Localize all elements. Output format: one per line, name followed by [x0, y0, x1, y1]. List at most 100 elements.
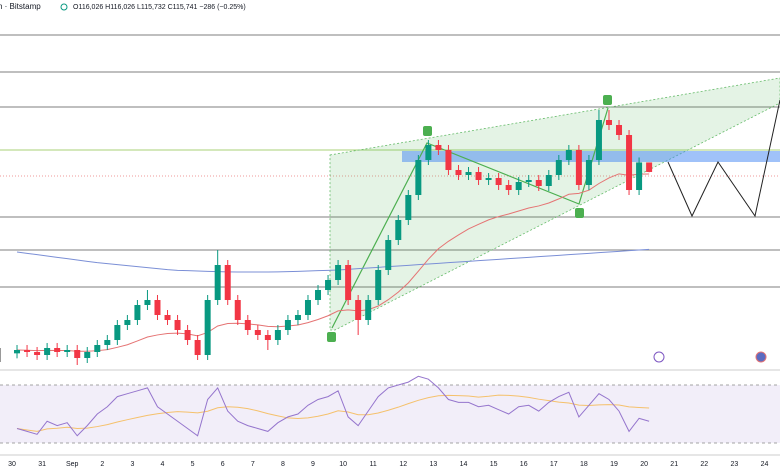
candle-body — [44, 348, 51, 355]
candle-body — [134, 305, 141, 320]
candle-body — [485, 178, 492, 180]
x-tick-label: 22 — [700, 461, 708, 468]
candle-body — [565, 150, 572, 160]
x-tick-label: 14 — [460, 461, 468, 468]
x-tick-label: 11 — [370, 461, 377, 468]
icons — [653, 351, 767, 363]
candle-body — [445, 150, 452, 170]
ema-line — [17, 173, 650, 352]
rsi-line — [16, 375, 650, 437]
candle-body — [54, 348, 61, 352]
candle-body — [315, 290, 322, 300]
candle-body — [415, 160, 422, 195]
candle-body — [174, 320, 181, 330]
wedge — [329, 77, 780, 331]
candle-body — [365, 300, 372, 320]
candle-body — [385, 240, 392, 270]
zone — [402, 151, 780, 162]
x-tick-label: 13 — [430, 461, 438, 468]
candle-body — [345, 265, 352, 300]
candle-body — [335, 265, 342, 280]
candle-body — [154, 300, 161, 315]
candle-body — [14, 350, 21, 354]
x-tick-label: Sep — [66, 461, 79, 468]
x-tick-label: 9 — [311, 461, 315, 468]
candle-body — [535, 180, 542, 186]
candle-body — [435, 145, 442, 150]
x-tick-label: 21 — [670, 461, 678, 468]
candle-body — [224, 265, 231, 300]
x-tick-label: 7 — [251, 461, 255, 468]
x-tick-label: 5 — [191, 461, 195, 468]
candle-body — [194, 340, 201, 355]
candle-body — [465, 172, 472, 175]
projection — [667, 99, 780, 218]
candle-body — [475, 172, 482, 180]
candle-body — [164, 315, 171, 320]
candle-body — [124, 320, 131, 325]
x-tick-label: 8 — [281, 461, 285, 468]
candle-body — [585, 160, 592, 185]
candle-body — [24, 350, 31, 352]
candle-body — [204, 300, 211, 355]
x-tick-label: 16 — [520, 461, 528, 468]
candle-body — [214, 265, 221, 300]
candle-body — [395, 220, 402, 240]
candle-body — [555, 160, 562, 175]
candle-body — [405, 195, 412, 220]
candle-body — [616, 125, 623, 135]
x-tick-label: 24 — [761, 461, 769, 468]
x-tick-label: 20 — [640, 461, 648, 468]
candle-body — [34, 352, 41, 355]
candle-body — [505, 185, 512, 190]
x-tick-label: 15 — [490, 461, 498, 468]
candle-body — [94, 345, 101, 352]
candle-body — [284, 320, 291, 330]
plot — [0, 110, 780, 444]
ohlc-readout: O116,026 H116,026 L115,732 C115,741 −286… — [73, 4, 246, 11]
candle-body — [455, 170, 462, 175]
candle-body — [184, 330, 191, 340]
x-tick-label: 17 — [550, 461, 558, 468]
candle-body — [244, 320, 251, 330]
candle-body — [325, 280, 332, 290]
candle-body — [304, 300, 311, 315]
abcd-pattern — [331, 107, 609, 329]
candle-body — [495, 178, 502, 185]
status-dot — [60, 3, 68, 11]
candle-body — [234, 300, 241, 320]
symbol: h · Bitstamp — [0, 2, 41, 11]
candle-body — [525, 180, 532, 182]
x-tick-label: 18 — [580, 461, 588, 468]
candle-body — [104, 340, 111, 345]
candle-body — [294, 315, 301, 320]
pattern-labels — [327, 95, 612, 342]
candle-body — [64, 350, 71, 352]
x-tick-label: 2 — [100, 461, 104, 468]
candle-body — [545, 175, 552, 186]
rsi-band — [0, 385, 780, 443]
candle-body — [425, 145, 432, 160]
candle-body — [84, 352, 91, 358]
candle-body — [114, 325, 121, 340]
candle-body — [274, 330, 281, 340]
candle-body — [636, 162, 643, 190]
candle-body — [595, 120, 602, 160]
x-tick-label: 23 — [731, 461, 739, 468]
candle-body — [626, 135, 633, 190]
rsi-ma-line — [16, 394, 650, 432]
candle-body — [646, 162, 653, 172]
x-tick-label: 31 — [38, 461, 46, 468]
x-tick-label: 6 — [221, 461, 225, 468]
x-tick-label: 10 — [339, 461, 347, 468]
candle-body — [254, 330, 261, 335]
candle-body — [605, 120, 612, 125]
candle-body — [355, 300, 362, 320]
candle-body — [375, 270, 382, 300]
candle-body — [515, 182, 522, 190]
x-tick-label: 3 — [130, 461, 134, 468]
x-tick-label: 4 — [161, 461, 165, 468]
x-tick-label: 12 — [399, 461, 407, 468]
ma-line — [16, 248, 650, 273]
